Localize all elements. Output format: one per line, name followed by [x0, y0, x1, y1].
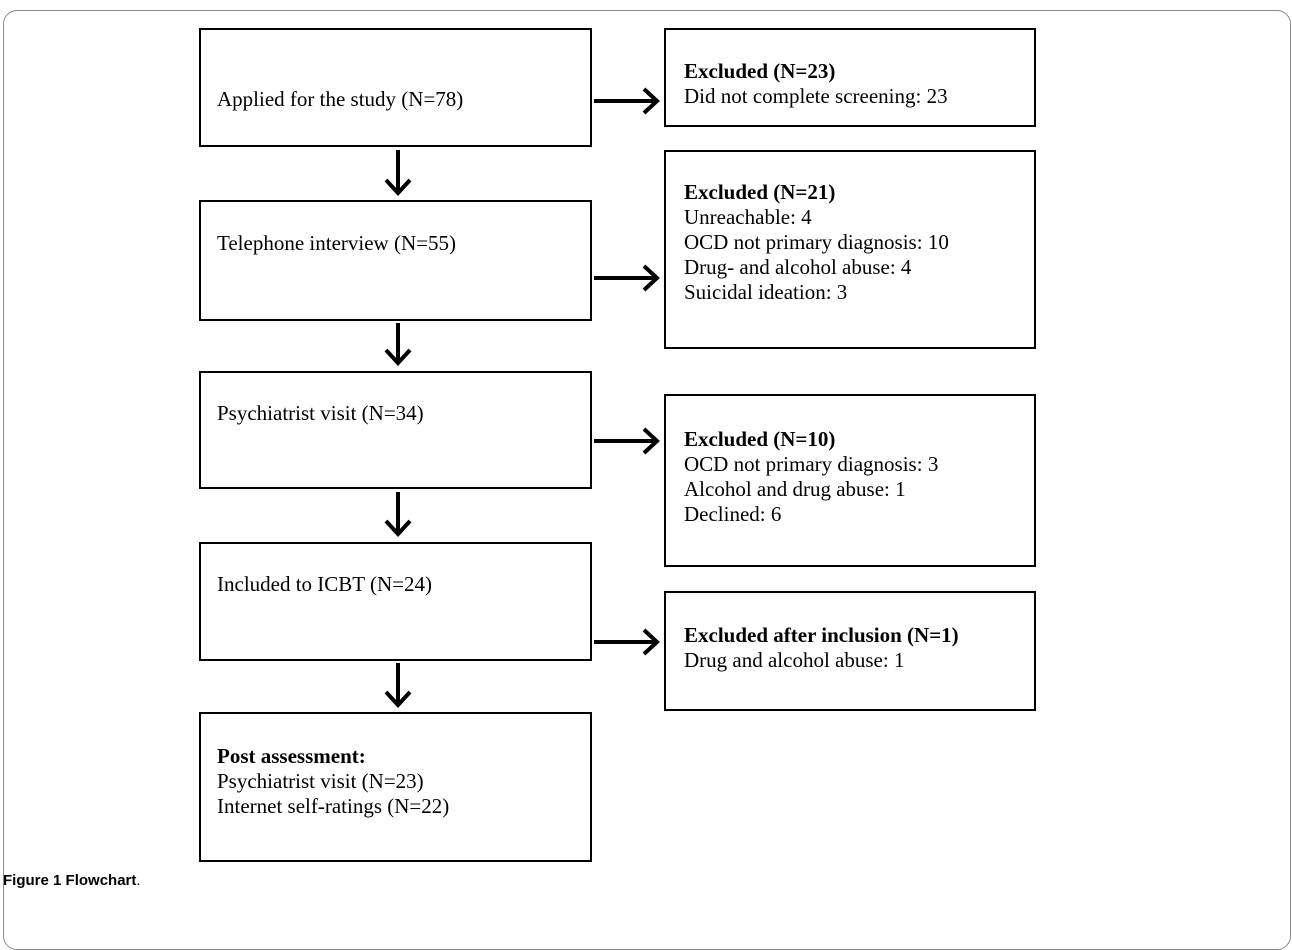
flow-arrows — [384, 87, 660, 708]
step-telephone-label: Telephone interview (N=55) — [217, 231, 456, 255]
excluded-reason: Drug and alcohol abuse: 1 — [684, 648, 905, 672]
post-assessment-line: Internet self-ratings (N=22) — [217, 794, 450, 818]
step-telephone-box: Telephone interview (N=55) — [199, 200, 592, 321]
step-psychiatrist-box: Psychiatrist visit (N=34) — [199, 371, 592, 489]
arrow-right — [594, 87, 660, 115]
excluded-heading: Excluded (N=23) — [684, 59, 836, 83]
excluded-reason: Suicidal ideation: 3 — [684, 280, 848, 304]
figure-caption-period: . — [136, 872, 141, 889]
excluded-reason: OCD not primary diagnosis: 10 — [684, 230, 949, 254]
excluded-telephone-box: Excluded (N=21) Unreachable: 4 OCD not p… — [664, 150, 1036, 349]
step-psychiatrist-label: Psychiatrist visit (N=34) — [217, 401, 424, 425]
arrow-down — [384, 323, 412, 366]
excluded-reason: Declined: 6 — [684, 502, 782, 526]
arrow-right — [594, 264, 660, 292]
excluded-reason: Drug- and alcohol abuse: 4 — [684, 255, 912, 279]
step-post-assessment-box: Post assessment: Psychiatrist visit (N=2… — [199, 712, 592, 862]
arrow-right — [594, 427, 660, 455]
figure-caption: Figure 1 Flowchart. — [3, 872, 141, 889]
figure-number: Figure 1 — [3, 872, 62, 889]
step-included-box: Included to ICBT (N=24) — [199, 542, 592, 661]
step-included-label: Included to ICBT (N=24) — [217, 572, 433, 596]
excluded-after-inclusion-box: Excluded after inclusion (N=1) Drug and … — [664, 591, 1036, 711]
excluded-heading: Excluded after inclusion (N=1) — [684, 623, 959, 647]
excluded-reason: OCD not primary diagnosis: 3 — [684, 452, 939, 476]
post-assessment-line: Psychiatrist visit (N=23) — [217, 769, 424, 793]
excluded-psychiatrist-box: Excluded (N=10) OCD not primary diagnosi… — [664, 394, 1036, 567]
excluded-heading: Excluded (N=21) — [684, 180, 836, 204]
step-applied-box: Applied for the study (N=78) — [199, 28, 592, 147]
arrow-right — [594, 628, 660, 656]
excluded-screening-box: Excluded (N=23) Did not complete screeni… — [664, 28, 1036, 127]
excluded-reason: Alcohol and drug abuse: 1 — [684, 477, 906, 501]
figure-title: Flowchart — [65, 872, 137, 889]
step-applied-label: Applied for the study (N=78) — [217, 87, 464, 111]
arrow-down — [384, 663, 412, 708]
arrow-down — [384, 150, 412, 196]
post-assessment-heading: Post assessment: — [217, 744, 366, 768]
excluded-heading: Excluded (N=10) — [684, 427, 836, 451]
excluded-reason: Unreachable: 4 — [684, 205, 812, 229]
excluded-reason: Did not complete screening: 23 — [684, 84, 948, 108]
arrow-down — [384, 492, 412, 537]
